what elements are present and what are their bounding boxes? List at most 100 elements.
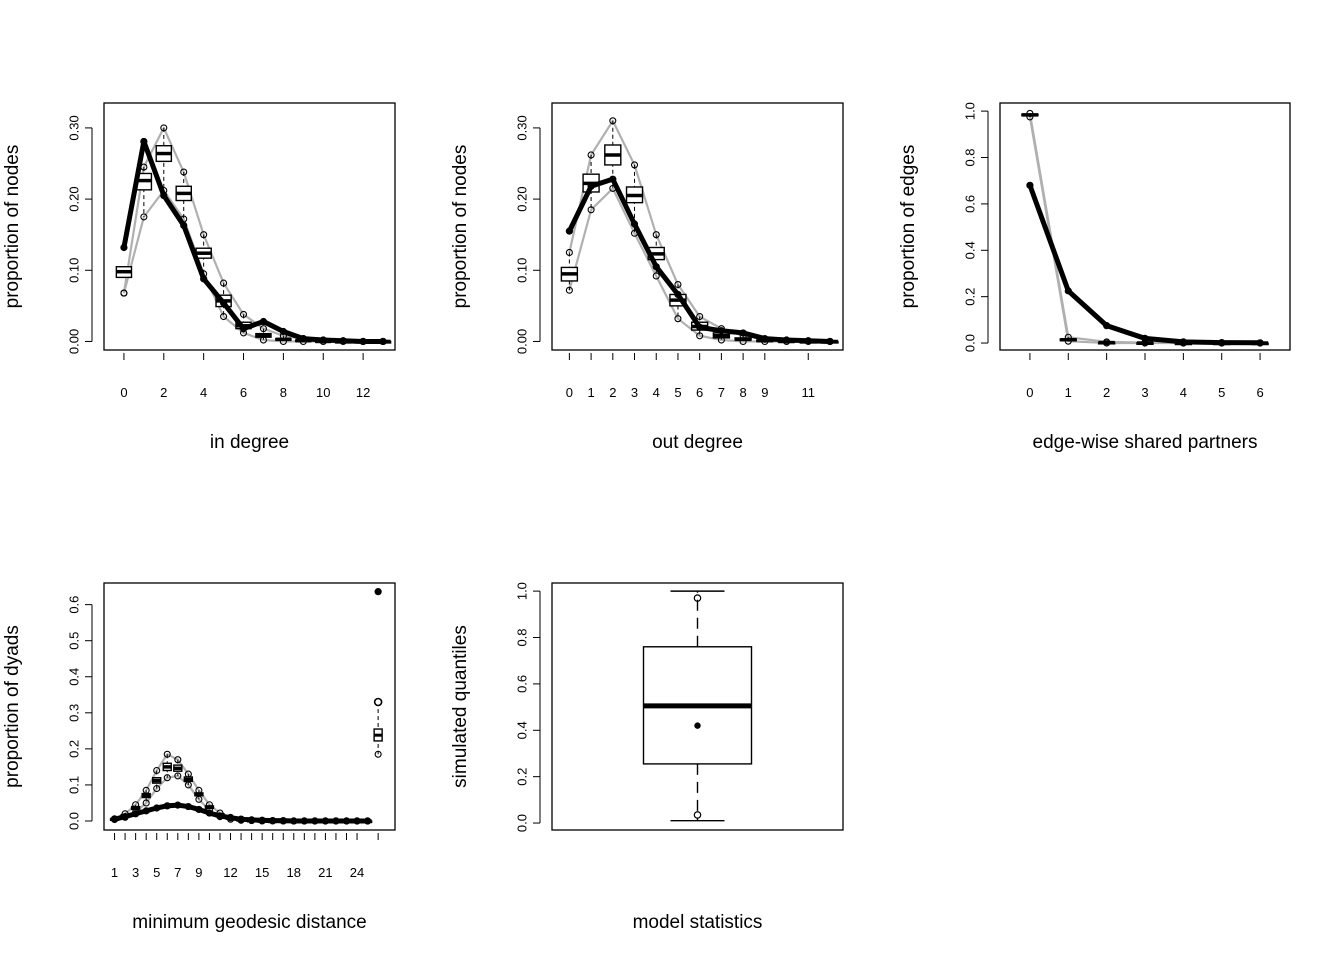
y-tick-label: 0.30 [515,115,530,140]
observed-point [300,817,308,825]
y-tick-label: 0.6 [963,195,978,213]
observed-point [216,812,224,820]
x-tick-label: 11 [802,385,816,400]
outlier-point [259,336,268,344]
outlier-point [174,756,182,764]
observed-point [132,810,140,818]
panel-geodesic: 0.0 0.1 0.2 0.3 0.4 0.5 0.6 minimum geodesic di… [2,582,396,933]
observed-point [180,221,188,230]
y-tick-label: 0.5 [67,632,82,650]
outlier-point [374,750,382,758]
observed-point [694,722,701,729]
plot-frame [551,582,844,831]
panel-outdegree: 0.00 0.10 0.20 0.30 out degree proportion of … [450,102,844,453]
panel-indegree: 0.00 0.10 0.20 0.30 in degree proportion of n… [2,102,396,453]
y-axis-title: simulated quantiles [450,625,471,788]
outlier-point [153,784,161,793]
y-tick-label: 0.30 [67,115,82,140]
observed-point [311,817,319,825]
observed-point [279,817,287,825]
outlier-point [674,315,682,323]
y-tick-label: 1.0 [963,102,978,120]
y-tick-label: 0.2 [515,768,530,786]
observed-point [1064,287,1072,295]
sim-lower-line [122,189,384,343]
outlier-point [153,766,161,775]
outlier-point [609,117,617,125]
x-tick-label: 4 [200,385,207,400]
x-tick-label: 8 [280,385,287,400]
x-tick-label: 5 [153,865,160,880]
y-tick-label: 0.00 [67,329,82,354]
outlier-point [717,336,725,344]
observed-point [630,220,639,228]
outlier-point [142,799,150,807]
outlier-point [693,594,702,602]
y-tick-label: 0.8 [963,148,978,166]
observed-point [674,290,682,299]
y-tick-label: 0.1 [67,776,82,794]
x-tick-label: 2 [609,385,616,400]
outlier-point [674,280,682,289]
x-tick-label: 18 [287,865,301,880]
outlier-point [160,124,168,132]
x-tick-label: 4 [653,385,660,400]
outlier-point [630,161,639,169]
x-tick-label: 7 [718,385,725,400]
observed-point [321,817,330,825]
observed-point [140,137,148,146]
observed-point [258,816,266,824]
observed-point [782,336,791,344]
observed-point [163,802,171,810]
x-tick-label: 3 [631,385,638,400]
observed-point [269,817,277,825]
y-tick-label: 1.0 [515,582,530,600]
x-axis-title: minimum geodesic distance [132,912,366,933]
observed-point [219,299,228,307]
outlier-point [239,310,248,318]
observed-point [1026,181,1034,189]
observed-point [259,317,268,326]
x-tick-label: 6 [1256,385,1263,400]
x-tick-label: 1 [111,865,118,880]
outlier-point [220,312,228,321]
plot-frame [103,582,396,831]
sim-upper-line [1028,113,1261,345]
observed-point [565,227,573,235]
outlier-point [205,801,213,809]
x-tick-label: 5 [1218,385,1225,400]
panel-esp: 0.0 0.2 0.4 0.6 0.8 1.0 edge-wise shared partn… [898,102,1291,453]
observed-point [226,814,235,822]
outlier-point [259,325,268,333]
observed-point [696,323,704,331]
y-tick-label: 0.4 [67,668,82,686]
outlier-point [696,332,704,340]
x-tick-label: 1 [1065,385,1072,400]
observed-point [142,807,150,815]
observed-point [248,816,256,824]
outlier-point [184,770,192,778]
x-tick-label: 15 [255,865,269,880]
observed-point [279,327,287,336]
observed-point [1141,334,1149,343]
observed-point [153,804,161,812]
plot-frame [103,102,396,351]
observed-point [1179,338,1187,346]
outlier-point [565,286,573,294]
outlier-point [696,312,704,321]
outlier-point [180,168,188,176]
x-tick-label: 0 [120,385,127,400]
x-tick-label: 0 [566,385,573,400]
observed-point [290,817,298,825]
outlier-point [652,231,660,239]
y-tick-label: 0.6 [515,675,530,693]
x-tick-label: 1 [587,385,594,400]
y-axis-title: proportion of nodes [450,145,471,309]
outlier-point [565,248,573,257]
x-tick-label: 5 [674,385,681,400]
observed-point [160,191,168,200]
outlier-point [652,272,660,280]
outlier-point [1064,333,1072,341]
observed-point [379,337,387,346]
x-tick-label: 8 [739,385,746,400]
